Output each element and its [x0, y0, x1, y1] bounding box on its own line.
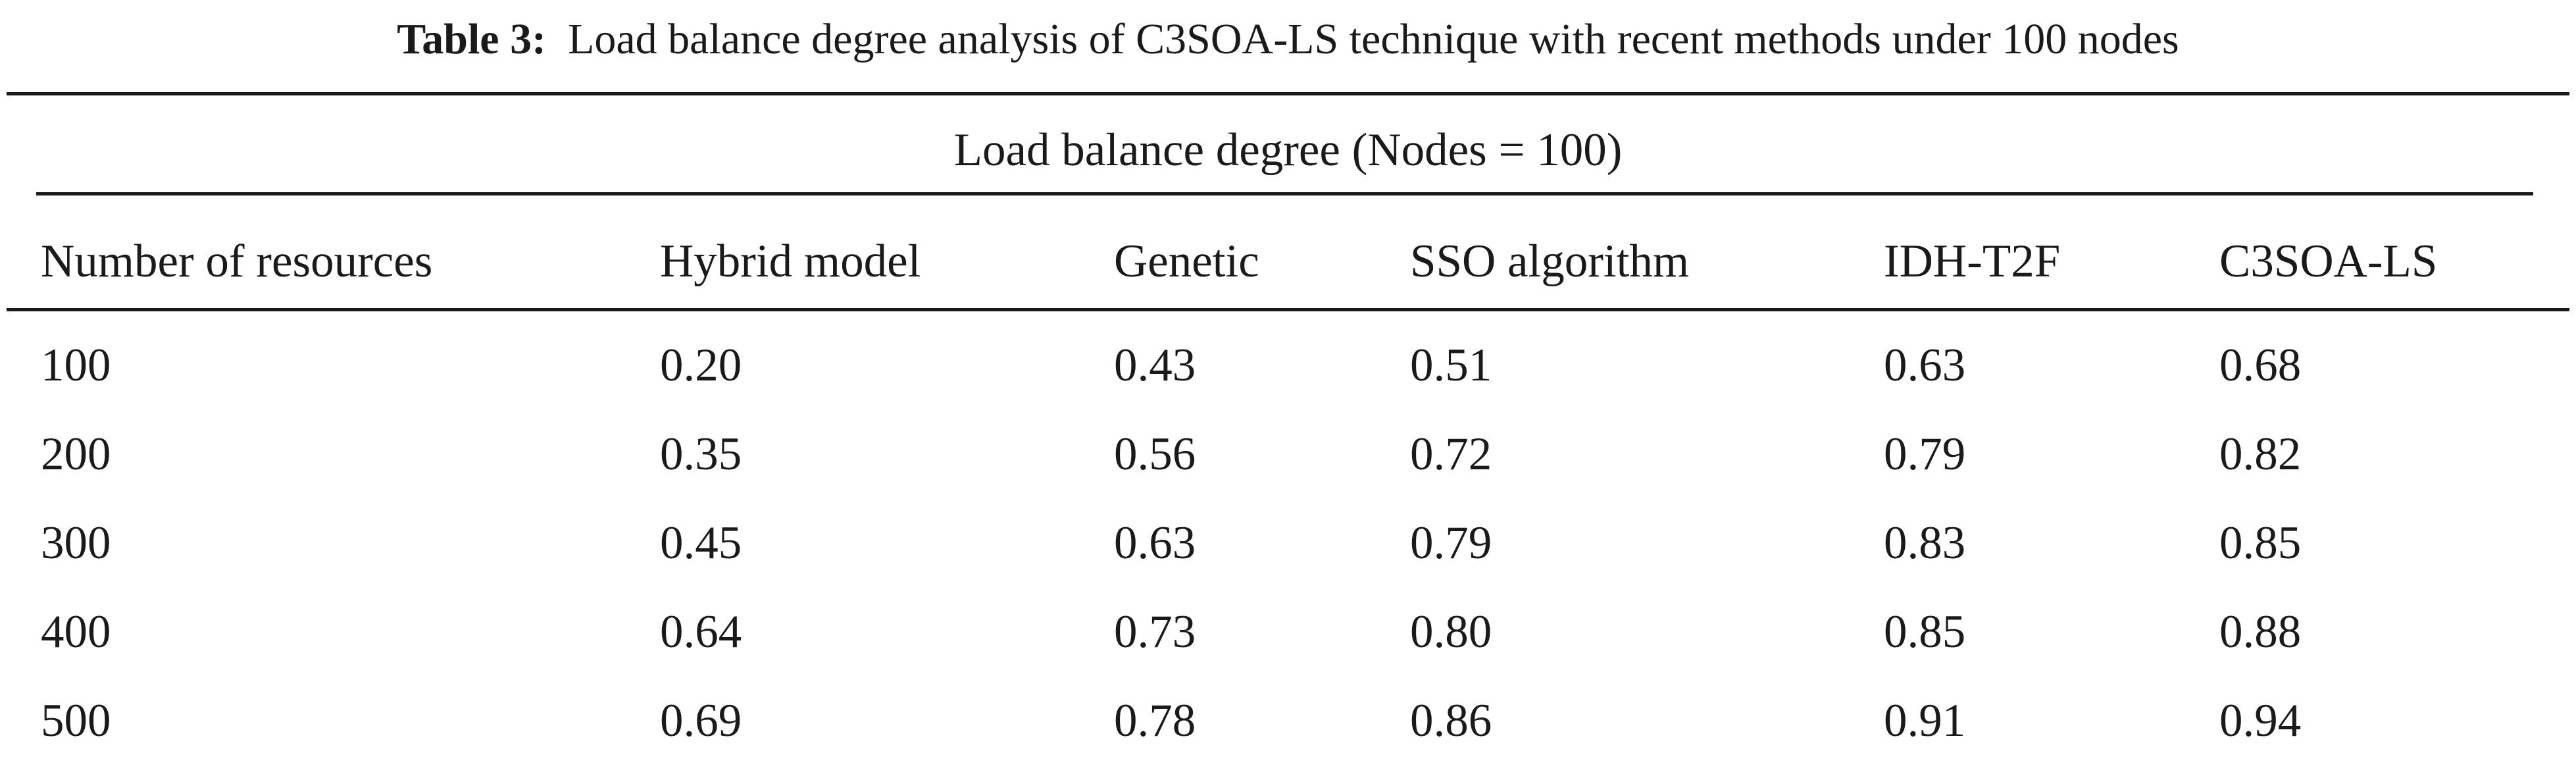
column-header-sso-algorithm: SSO algorithm: [1410, 236, 1690, 287]
table-caption-text: Load balance degree analysis of C3SOA-LS…: [568, 15, 2179, 63]
group-header-rule: [36, 192, 2533, 195]
table-cell: 400: [41, 606, 111, 658]
table-cell: 200: [41, 429, 111, 480]
table-cell: 500: [41, 695, 111, 746]
group-header: Load balance degree (Nodes = 100): [953, 124, 1623, 176]
table-cell: 0.64: [660, 606, 742, 658]
table-cell: 0.69: [660, 695, 742, 746]
column-header-hybrid-model: Hybrid model: [660, 236, 921, 287]
table-cell: 0.79: [1410, 517, 1492, 569]
column-header-genetic: Genetic: [1114, 236, 1259, 287]
table-cell: 0.85: [2219, 517, 2302, 569]
table-cell: 0.83: [1884, 517, 1966, 569]
column-header-resources: Number of resources: [41, 236, 433, 287]
table-cell: 0.79: [1884, 429, 1966, 480]
header-rule: [7, 308, 2569, 311]
table-cell: 0.51: [1410, 340, 1492, 391]
column-header-idh-t2f: IDH-T2F: [1884, 236, 2061, 287]
table-cell: 0.45: [660, 517, 742, 569]
table-cell: 0.63: [1114, 517, 1196, 569]
table-cell: 0.20: [660, 340, 742, 391]
table-cell: 0.56: [1114, 429, 1196, 480]
table-caption: Table 3: Load balance degree analysis of…: [0, 7, 2576, 72]
table-cell: 0.88: [2219, 606, 2302, 658]
table-cell: 0.73: [1114, 606, 1196, 658]
table-cell: 0.68: [2219, 340, 2302, 391]
table-cell: 0.94: [2219, 695, 2302, 746]
table-cell: 300: [41, 517, 111, 569]
table-cell: 0.80: [1410, 606, 1492, 658]
top-rule: [7, 92, 2569, 95]
table-cell: 0.35: [660, 429, 742, 480]
table-cell: 0.43: [1114, 340, 1196, 391]
table-cell: 0.91: [1884, 695, 1966, 746]
column-header-c3soa-ls: C3SOA-LS: [2219, 236, 2438, 287]
table-cell: 100: [41, 340, 111, 391]
table-cell: 0.72: [1410, 429, 1492, 480]
table-caption-label: Table 3:: [397, 15, 547, 63]
table-cell: 0.86: [1410, 695, 1492, 746]
table-cell: 0.78: [1114, 695, 1196, 746]
table-cell: 0.63: [1884, 340, 1966, 391]
table-cell: 0.85: [1884, 606, 1966, 658]
table-cell: 0.82: [2219, 429, 2302, 480]
